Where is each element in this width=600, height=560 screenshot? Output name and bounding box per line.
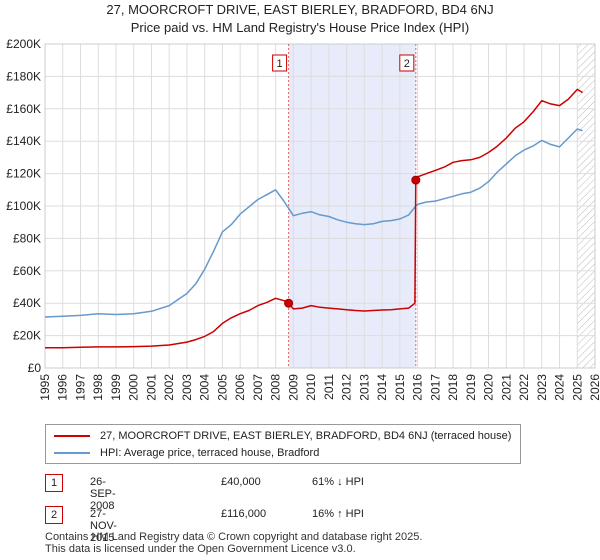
x-tick-label: 2016: [411, 374, 425, 401]
chart-title-line1: 27, MOORCROFT DRIVE, EAST BIERLEY, BRADF…: [106, 2, 494, 17]
x-tick-label: 2025: [570, 374, 584, 401]
x-tick-label: 2003: [180, 374, 194, 401]
y-tick-label: £60K: [13, 264, 41, 278]
sale-date: 27-NOV-2015: [90, 508, 117, 544]
legend-swatch-property: [54, 435, 90, 437]
x-tick-label: 2005: [215, 374, 229, 401]
x-tick-label: 2000: [127, 374, 141, 401]
x-tick-label: 2023: [535, 374, 549, 401]
x-tick-label: 2007: [251, 374, 265, 401]
y-tick-label: £40K: [13, 296, 41, 310]
sale-price: £40,000: [221, 476, 261, 488]
x-tick-label: 2001: [144, 374, 158, 401]
sale-hpi-comparison: 16% ↑ HPI: [312, 508, 364, 520]
hpi-line: [44, 128, 583, 318]
y-tick-label: £80K: [13, 231, 41, 245]
sale-label-box-1: [272, 54, 288, 72]
x-tick-label: 2015: [393, 374, 407, 401]
y-tick-label: £180K: [6, 69, 41, 83]
x-tick-label: 1998: [91, 374, 105, 401]
x-tick-label: 2012: [340, 374, 354, 401]
y-tick-label: £120K: [6, 167, 41, 181]
footer-attribution: Contains HM Land Registry data © Crown c…: [45, 531, 422, 555]
legend-item-property: 27, MOORCROFT DRIVE, EAST BIERLEY, BRADF…: [54, 428, 511, 444]
legend-label-hpi: HPI: Average price, terraced house, Brad…: [100, 447, 320, 459]
x-tick-label: 2011: [322, 374, 336, 400]
property-price-line: [45, 88, 583, 349]
y-tick-label: £0: [28, 361, 42, 375]
sale-point-1: [284, 298, 294, 308]
legend-item-hpi: HPI: Average price, terraced house, Brad…: [54, 445, 319, 461]
x-tick-label: 2021: [499, 374, 513, 401]
sale-date: 26-SEP-2008: [90, 476, 116, 512]
x-tick-label: 2004: [198, 374, 212, 401]
x-tick-label: 1999: [109, 374, 123, 401]
x-tick-label: 2022: [517, 374, 531, 401]
x-tick-label: 2014: [375, 374, 389, 401]
y-tick-label: £160K: [6, 102, 41, 116]
sale-label-2: 2: [404, 58, 410, 70]
x-tick-label: 2018: [446, 374, 460, 401]
plot-border: [44, 43, 596, 369]
x-tick-label: 2026: [588, 374, 600, 401]
y-tick-label: £100K: [6, 199, 41, 213]
x-tick-label: 2024: [553, 374, 567, 401]
x-tick-label: 2020: [482, 374, 496, 401]
sale-hpi-comparison: 61% ↓ HPI: [312, 476, 364, 488]
x-tick-label: 2013: [357, 374, 371, 401]
sale-price: £116,000: [221, 508, 267, 520]
x-tick-label: 2002: [162, 374, 176, 401]
x-tick-label: 2019: [464, 374, 478, 401]
x-tick-label: 2010: [304, 374, 318, 401]
x-tick-label: 2017: [428, 374, 442, 401]
x-tick-label: 2008: [269, 374, 283, 401]
x-tick-label: 2006: [233, 374, 247, 401]
x-tick-label: 1996: [56, 374, 70, 401]
legend-swatch-hpi: [54, 452, 90, 454]
chart-title-line2: Price paid vs. HM Land Registry's House …: [130, 20, 470, 35]
chart-legend: 27, MOORCROFT DRIVE, EAST BIERLEY, BRADF…: [45, 424, 521, 464]
y-tick-label: £200K: [6, 38, 41, 51]
x-tick-label: 1995: [38, 374, 52, 401]
y-tick-label: £20K: [13, 329, 41, 343]
x-tick-label: 1997: [73, 374, 87, 401]
price-chart: £0 £20K £40K £60K £80K £100K £120K £140K £160K £1…: [6, 38, 600, 401]
footer-licence: This data is licensed under the Open Gov…: [45, 543, 356, 555]
sale-label-box-2: [399, 54, 415, 72]
sale-label-1: 1: [277, 58, 283, 70]
x-tick-label: 2009: [286, 374, 300, 401]
footer-copyright: Contains HM Land Registry data © Crown c…: [45, 531, 423, 543]
legend-label-property: 27, MOORCROFT DRIVE, EAST BIERLEY, BRADF…: [100, 430, 512, 442]
y-tick-label: £140K: [6, 134, 41, 148]
sale-point-2: [411, 175, 421, 185]
sale-marker-badge: 2: [45, 506, 63, 524]
sale-marker-badge: 1: [45, 474, 63, 492]
